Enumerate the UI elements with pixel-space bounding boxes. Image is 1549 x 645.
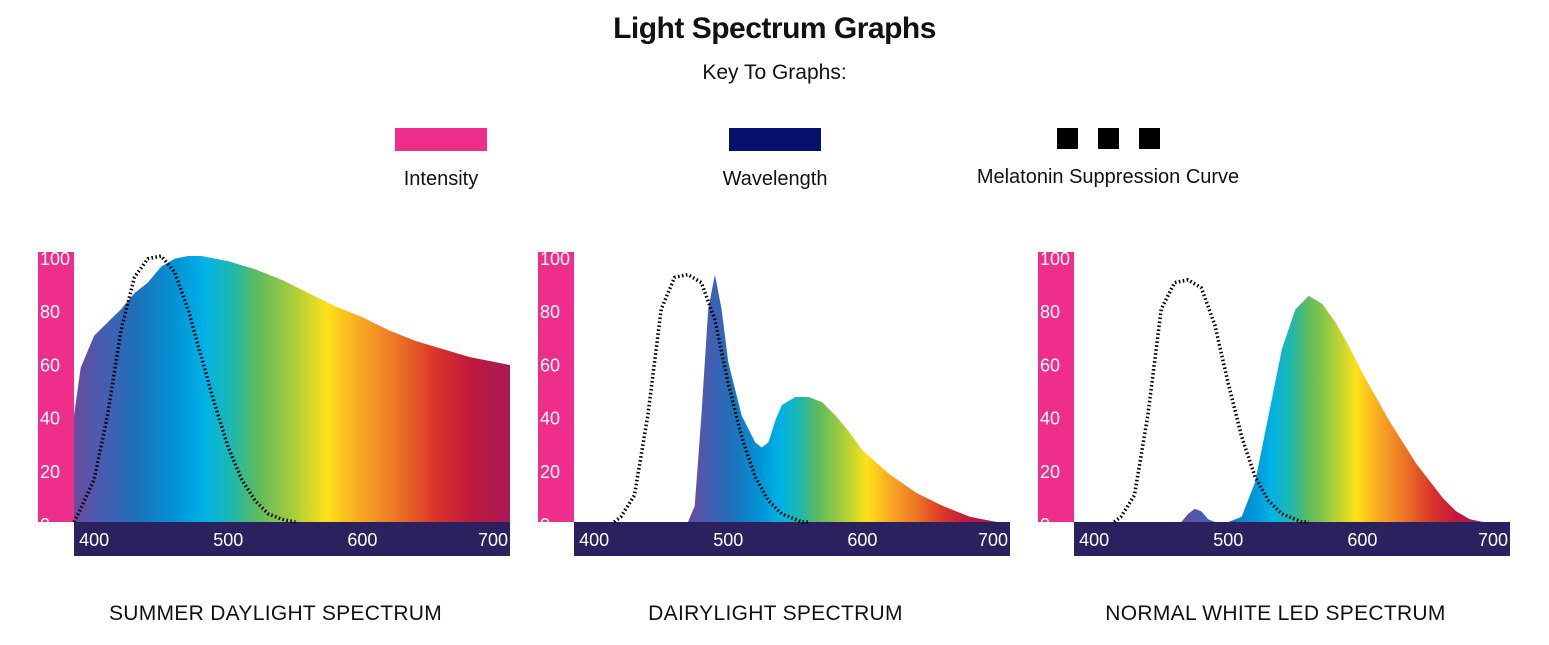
chart-white-led: 0 20 40 60 80 100 400 500 600 700 [1038, 248, 1513, 568]
y-tick-label: 100 [1040, 249, 1070, 269]
y-tick-label: 0 [540, 515, 550, 535]
x-tick-label: 500 [1213, 530, 1243, 550]
x-tick-label: 400 [579, 530, 609, 550]
chart-title-summer-daylight: SUMMER DAYLIGHT SPECTRUM [108, 602, 443, 625]
chart-svg: 0 20 40 60 80 100 400 500 600 700 [38, 249, 510, 556]
y-tick-label: 100 [540, 249, 570, 269]
intensity-area [74, 256, 510, 522]
x-tick-label: 500 [213, 530, 243, 550]
legend-item-melatonin: Melatonin Suppression Curve [958, 128, 1258, 189]
chart-svg: 0 20 40 60 80 100 400 500 600 700 [1038, 249, 1510, 556]
x-tick-label: 600 [847, 530, 877, 550]
y-tick-label: 60 [40, 355, 60, 375]
y-tick-label: 0 [40, 515, 50, 535]
melatonin-curve [72, 254, 296, 524]
page-title: Light Spectrum Graphs [613, 12, 936, 45]
y-tick-label: 20 [540, 462, 560, 482]
x-tick-label: 400 [1079, 530, 1109, 550]
x-tick-label: 600 [347, 530, 377, 550]
y-tick-label: 40 [1040, 409, 1060, 429]
y-tick-label: 80 [40, 302, 60, 322]
intensity-legend-label: Intensity [403, 168, 479, 190]
chart-svg: 0 20 40 60 80 100 400 500 600 700 [538, 249, 1010, 556]
y-tick-label: 20 [1040, 462, 1060, 482]
legend-heading: Key To Graphs: [702, 61, 847, 84]
chart-summer-daylight: 0 20 40 60 80 100 400 500 600 700 [38, 248, 513, 568]
y-tick-label: 40 [40, 409, 60, 429]
legend-item-wavelength: Wavelength [625, 128, 925, 191]
chart-dairylight: 0 20 40 60 80 100 400 500 600 700 [538, 248, 1013, 568]
y-tick-label: 40 [540, 409, 560, 429]
wavelength-swatch [729, 128, 821, 151]
intensity-axis-bar [538, 252, 574, 522]
intensity-swatch [395, 128, 487, 151]
legend-item-intensity: Intensity [291, 128, 591, 191]
intensity-axis-bar [38, 252, 74, 522]
wavelength-axis-bar [74, 522, 510, 556]
x-tick-label: 400 [79, 530, 109, 550]
melatonin-swatch [1056, 128, 1160, 151]
x-tick-label: 500 [713, 530, 743, 550]
y-tick-label: 60 [540, 355, 560, 375]
wavelength-axis-bar [574, 522, 1010, 556]
y-tick-label: 20 [40, 462, 60, 482]
intensity-axis-bar [1038, 252, 1074, 522]
melatonin-curve [613, 272, 809, 524]
intensity-area [1181, 295, 1484, 522]
y-tick-label: 80 [540, 302, 560, 322]
chart-title-white-led: NORMAL WHITE LED SPECTRUM [1105, 602, 1446, 625]
chart-title-dairylight: DAIRYLIGHT SPECTRUM [648, 602, 903, 625]
wavelength-axis-bar [1074, 522, 1510, 556]
x-tick-label: 700 [978, 530, 1008, 550]
y-tick-label: 0 [1040, 515, 1050, 535]
wavelength-legend-label: Wavelength [722, 168, 828, 190]
y-tick-label: 100 [40, 249, 70, 269]
x-tick-label: 600 [1347, 530, 1377, 550]
melatonin-curve [1113, 278, 1309, 524]
x-tick-label: 700 [478, 530, 508, 550]
y-tick-label: 80 [1040, 302, 1060, 322]
x-tick-label: 700 [1478, 530, 1508, 550]
melatonin-legend-label: Melatonin Suppression Curve [976, 166, 1240, 188]
intensity-area [688, 274, 997, 522]
y-tick-label: 60 [1040, 355, 1060, 375]
